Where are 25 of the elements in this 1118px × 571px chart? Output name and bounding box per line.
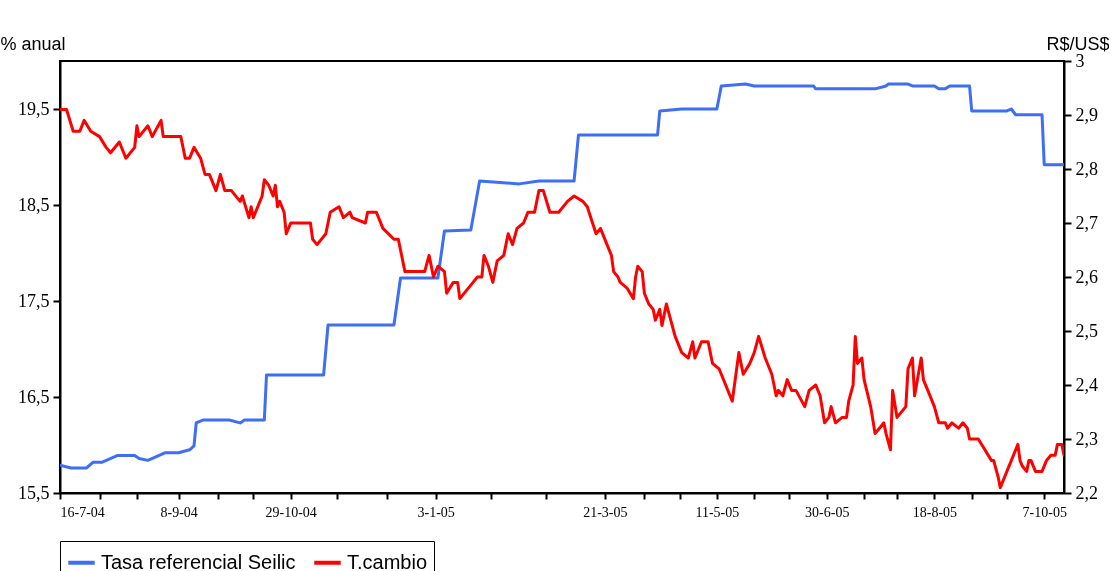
x-tick-label: 18-8-05 <box>912 504 958 520</box>
y2-tick-label: 2,7 <box>1075 212 1098 233</box>
x-tick-label: 8-9-04 <box>160 504 198 520</box>
y2-tick-label: 2,6 <box>1075 266 1098 287</box>
y2-tick-label: 2,8 <box>1075 158 1098 179</box>
x-tick-label: 29-10-04 <box>265 504 317 520</box>
y-tick-label: 15,5 <box>18 482 50 503</box>
legend-label: T.cambio <box>347 550 428 571</box>
x-tick-label: 21-3-05 <box>583 504 628 520</box>
legend-label: Tasa referencial Seilic <box>101 550 296 571</box>
y-axis-title: % anual <box>0 33 66 54</box>
x-tick-label: 11-5-05 <box>695 504 740 520</box>
y2-tick-label: 2,2 <box>1075 482 1098 503</box>
y-tick-label: 16,5 <box>18 386 50 407</box>
y-tick-label: 19,5 <box>18 98 50 119</box>
y-tick-label: 17,5 <box>18 290 50 311</box>
y2-tick-label: 2,4 <box>1075 374 1098 395</box>
y2-tick-label: 2,9 <box>1075 104 1098 125</box>
x-tick-label: 7-10-05 <box>1022 504 1067 520</box>
y-tick-label: 18,5 <box>18 194 50 215</box>
x-tick-label: 16-7-04 <box>60 504 105 520</box>
y2-tick-label: 2,5 <box>1075 320 1098 341</box>
x-tick-label: 30-6-05 <box>805 504 850 520</box>
y2-tick-label: 2,3 <box>1075 428 1098 449</box>
x-tick-label: 3-1-05 <box>417 504 455 520</box>
